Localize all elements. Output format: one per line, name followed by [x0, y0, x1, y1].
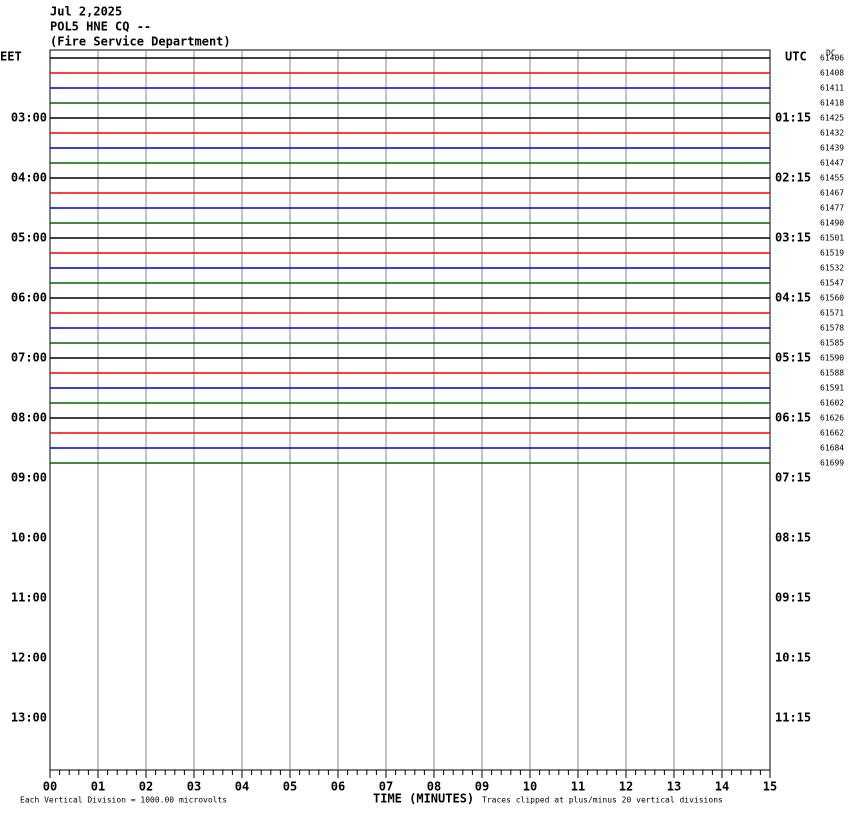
dc-label: 61447 — [820, 159, 844, 168]
right-time-label: 11:15 — [775, 711, 811, 725]
dc-label: 61684 — [820, 444, 844, 453]
right-time-label: 09:15 — [775, 591, 811, 605]
x-tick-label: 07 — [379, 780, 393, 794]
scale-note: Each Vertical Division = 1000.00 microvo… — [20, 796, 227, 805]
dc-label: 61432 — [820, 129, 844, 138]
x-tick-label: 13 — [667, 780, 681, 794]
dc-label: 61532 — [820, 264, 844, 273]
dc-label: 61699 — [820, 459, 844, 468]
right-time-label: 05:15 — [775, 351, 811, 365]
dc-label: 61591 — [820, 384, 844, 393]
x-tick-label: 08 — [427, 780, 441, 794]
x-tick-label: 01 — [91, 780, 105, 794]
dc-label: 61439 — [820, 144, 844, 153]
x-tick-label: 12 — [619, 780, 633, 794]
x-tick-label: 09 — [475, 780, 489, 794]
dc-label: 61477 — [820, 204, 844, 213]
plot-frame — [49, 49, 771, 771]
right-time-label: 01:15 — [775, 111, 811, 125]
dc-label: 61662 — [820, 429, 844, 438]
clip-note: Traces clipped at plus/minus 20 vertical… — [482, 796, 723, 805]
right-time-label: 06:15 — [775, 411, 811, 425]
dc-label: 61588 — [820, 369, 844, 378]
left-time-label: 04:00 — [11, 171, 47, 185]
dc-label: 61560 — [820, 294, 844, 303]
left-time-label: 03:00 — [11, 111, 47, 125]
dc-label: 61455 — [820, 174, 844, 183]
left-time-label: 13:00 — [11, 711, 47, 725]
station: POL5 HNE CQ -- — [50, 20, 151, 34]
right-time-label: 03:15 — [775, 231, 811, 245]
x-tick-label: 03 — [187, 780, 201, 794]
right-time-label: 10:15 — [775, 651, 811, 665]
x-tick-label: 04 — [235, 780, 249, 794]
left-time-label: 12:00 — [11, 651, 47, 665]
left-time-label: 06:00 — [11, 291, 47, 305]
x-tick-label: 14 — [715, 780, 729, 794]
right-axis-title: UTC — [785, 50, 807, 64]
right-time-label: 08:15 — [775, 531, 811, 545]
dc-label: 61571 — [820, 309, 844, 318]
dc-label: 61408 — [820, 69, 844, 78]
dc-label: 61406 — [820, 54, 844, 63]
left-time-label: 09:00 — [11, 471, 47, 485]
right-time-label: 02:15 — [775, 171, 811, 185]
dc-label: 61490 — [820, 219, 844, 228]
left-axis-title: EET — [0, 50, 22, 64]
x-tick-label: 11 — [571, 780, 585, 794]
agency: (Fire Service Department) — [50, 35, 231, 49]
dc-label: 61418 — [820, 99, 844, 108]
dc-label: 61467 — [820, 189, 844, 198]
dc-label: 61411 — [820, 84, 844, 93]
left-time-label: 07:00 — [11, 351, 47, 365]
dc-label: 61425 — [820, 114, 844, 123]
x-axis-title: TIME (MINUTES) — [373, 792, 474, 806]
dc-label: 61578 — [820, 324, 844, 333]
left-time-label: 08:00 — [11, 411, 47, 425]
dc-label: 61585 — [820, 339, 844, 348]
x-tick-label: 02 — [139, 780, 153, 794]
x-tick-label: 06 — [331, 780, 345, 794]
left-time-label: 10:00 — [11, 531, 47, 545]
left-time-label: 05:00 — [11, 231, 47, 245]
dc-label: 61547 — [820, 279, 844, 288]
right-time-label: 04:15 — [775, 291, 811, 305]
dc-label: 61626 — [820, 414, 844, 423]
dc-label: 61602 — [820, 399, 844, 408]
x-tick-label: 10 — [523, 780, 537, 794]
x-tick-label: 05 — [283, 780, 297, 794]
right-time-label: 07:15 — [775, 471, 811, 485]
dc-title: DC — [826, 49, 836, 58]
dc-label: 61590 — [820, 354, 844, 363]
left-time-label: 11:00 — [11, 591, 47, 605]
x-tick-label: 15 — [763, 780, 777, 794]
date: Jul 2,2025 — [50, 5, 122, 19]
dc-label: 61501 — [820, 234, 844, 243]
dc-label: 61519 — [820, 249, 844, 258]
x-tick-label: 00 — [43, 780, 57, 794]
